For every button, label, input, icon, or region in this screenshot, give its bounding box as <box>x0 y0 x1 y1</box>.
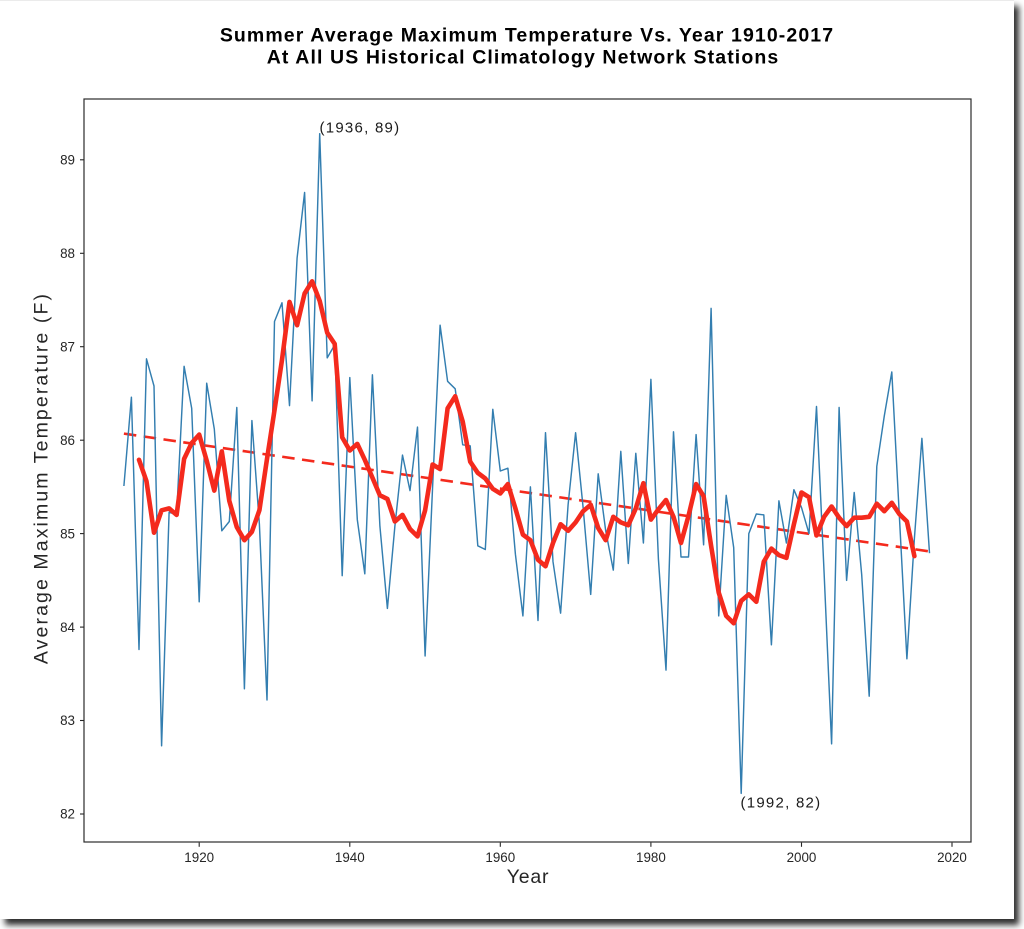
svg-text:88: 88 <box>60 246 75 261</box>
svg-text:(1936, 89): (1936, 89) <box>320 120 401 137</box>
svg-text:(1992, 82): (1992, 82) <box>741 795 822 812</box>
svg-text:2000: 2000 <box>787 850 817 865</box>
svg-text:2020: 2020 <box>937 850 967 865</box>
svg-text:At All US Historical Climatolo: At All US Historical Climatology Network… <box>267 47 780 69</box>
svg-text:83: 83 <box>60 713 75 728</box>
svg-text:87: 87 <box>60 339 75 354</box>
svg-text:84: 84 <box>60 620 75 635</box>
svg-text:Summer Average Maximum Tempera: Summer Average Maximum Temperature Vs. Y… <box>220 25 834 47</box>
svg-text:1960: 1960 <box>485 850 515 865</box>
svg-text:89: 89 <box>60 153 75 168</box>
svg-text:82: 82 <box>60 807 75 822</box>
svg-text:85: 85 <box>60 526 75 541</box>
svg-text:Average Maximum Temperature (F: Average Maximum Temperature (F) <box>31 292 53 664</box>
svg-text:1980: 1980 <box>636 850 666 865</box>
svg-text:Year: Year <box>507 866 550 888</box>
svg-text:86: 86 <box>60 433 75 448</box>
svg-text:1940: 1940 <box>335 850 365 865</box>
svg-text:1920: 1920 <box>184 850 214 865</box>
